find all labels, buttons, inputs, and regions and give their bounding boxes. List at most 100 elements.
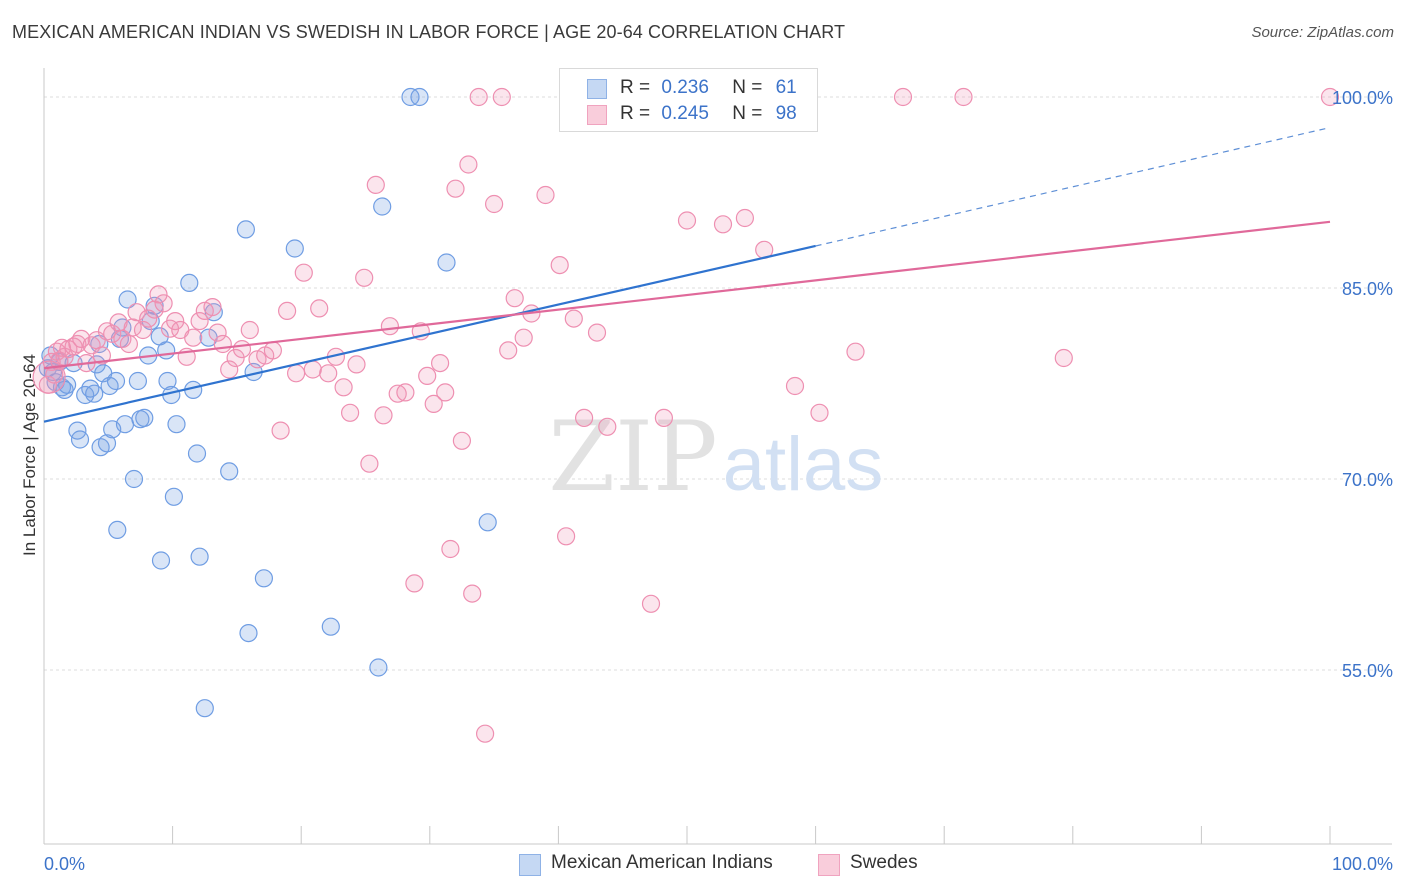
point-swedes-56 — [360, 454, 379, 473]
legend-swatch-pink — [818, 854, 840, 876]
point-mexican-american-indians-35 — [151, 551, 171, 570]
swatch-blue — [587, 79, 607, 99]
point-swedes-69 — [446, 179, 465, 198]
point-swedes-40 — [240, 320, 259, 340]
point-swedes-55 — [355, 268, 374, 287]
point-mexican-american-indians-53 — [285, 239, 304, 258]
r-label: R = — [620, 103, 651, 124]
point-swedes-97 — [893, 87, 913, 107]
point-swedes-98 — [954, 87, 973, 107]
point-swedes-77 — [499, 341, 518, 360]
point-swedes-92 — [735, 208, 755, 228]
point-swedes-52 — [334, 378, 353, 397]
point-mexican-american-indians-52 — [254, 569, 273, 588]
point-swedes-43 — [263, 341, 282, 360]
y-tick-label-2: 85.0% — [1342, 279, 1393, 299]
point-swedes-68 — [441, 539, 460, 559]
point-mexican-american-indians-59 — [437, 253, 456, 272]
point-swedes-81 — [536, 185, 555, 205]
point-swedes-58 — [374, 406, 393, 425]
point-mexican-american-indians-13 — [85, 384, 104, 403]
point-swedes-31 — [184, 328, 203, 347]
point-mexican-american-indians-26 — [118, 290, 137, 309]
point-swedes-47 — [294, 263, 313, 282]
point-swedes-16 — [103, 324, 122, 343]
point-mexican-american-indians-27 — [124, 469, 144, 489]
point-swedes-61 — [396, 383, 415, 402]
point-mexican-american-indians-60 — [478, 513, 497, 532]
point-swedes-60 — [388, 384, 407, 403]
point-mexican-american-indians-36 — [157, 341, 176, 360]
point-mexican-american-indians-45 — [195, 699, 214, 718]
point-swedes-32 — [190, 312, 209, 331]
point-swedes-83 — [556, 527, 576, 546]
point-mexican-american-indians-21 — [106, 371, 126, 391]
point-swedes-78 — [505, 289, 524, 308]
trend-line-mexican-american-indians — [43, 244, 816, 423]
point-mexican-american-indians-54 — [321, 617, 340, 636]
point-swedes-46 — [287, 364, 306, 383]
point-swedes-10 — [72, 329, 91, 348]
point-mexican-american-indians-48 — [220, 462, 239, 481]
x-tick-label-max: 100.0% — [1332, 854, 1393, 874]
point-swedes-39 — [232, 340, 252, 359]
legend-label: Mexican American Indians — [551, 852, 773, 873]
series-swedes-points — [32, 87, 1340, 743]
point-swedes-75 — [485, 194, 504, 214]
point-swedes-45 — [278, 301, 297, 320]
point-swedes-82 — [550, 256, 569, 275]
y-tick-label-1: 70.0% — [1342, 470, 1393, 490]
stats-legend: R = 0.236 N = 61 R = 0.245 N = 98 — [559, 68, 818, 132]
point-swedes-94 — [785, 376, 805, 396]
point-mexican-american-indians-10 — [70, 430, 90, 449]
watermark: ZIP atlas — [548, 401, 883, 513]
r-value: 0.245 — [661, 103, 709, 124]
point-swedes-73 — [469, 87, 488, 107]
point-swedes-44 — [271, 421, 290, 440]
point-swedes-59 — [380, 317, 399, 336]
point-swedes-26 — [154, 294, 173, 313]
point-swedes-74 — [476, 724, 495, 743]
y-tick-label-3: 100.0% — [1332, 88, 1393, 108]
point-swedes-14 — [92, 346, 112, 365]
series-mexican-american-indians-points — [38, 87, 497, 718]
gridlines — [44, 96, 1392, 671]
point-swedes-89 — [654, 408, 674, 427]
point-mexican-american-indians-18 — [97, 434, 117, 453]
y-tick-label-0: 55.0% — [1342, 661, 1393, 681]
point-swedes-24 — [145, 300, 164, 319]
point-mexican-american-indians-37 — [158, 371, 177, 391]
x-tick-labels: 0.0% 100.0% — [44, 854, 1393, 874]
point-mexican-american-indians-28 — [128, 371, 147, 391]
trend-line-mexican-american-indians-extension — [815, 126, 1331, 247]
n-label: N = — [732, 103, 763, 124]
watermark-zip: ZIP — [548, 401, 717, 513]
point-swedes-70 — [452, 431, 471, 450]
source-label: Source: ZipAtlas.com — [1251, 24, 1394, 41]
point-swedes-90 — [677, 211, 697, 230]
point-swedes-38 — [226, 348, 245, 368]
point-swedes-84 — [564, 309, 583, 328]
swatch-pink — [587, 105, 607, 125]
legend-swatch-blue — [519, 854, 541, 876]
point-mexican-american-indians-41 — [180, 273, 199, 292]
point-swedes-62 — [405, 574, 424, 593]
point-swedes-21 — [127, 303, 146, 322]
n-value: 61 — [775, 77, 797, 98]
y-tick-labels: 55.0% 70.0% 85.0% 100.0% — [1332, 88, 1393, 681]
point-mexican-american-indians-39 — [164, 487, 183, 506]
point-swedes-91 — [713, 215, 733, 234]
r-label: R = — [620, 77, 651, 98]
legend-label: Swedes — [850, 852, 918, 873]
point-swedes-87 — [598, 417, 617, 436]
point-swedes-48 — [303, 360, 322, 379]
point-mexican-american-indians-44 — [190, 547, 209, 566]
point-mexican-american-indians-50 — [239, 623, 258, 643]
point-mexican-american-indians-56 — [373, 197, 392, 216]
point-swedes-64 — [418, 366, 437, 385]
point-swedes-99 — [1054, 348, 1073, 368]
point-mexican-american-indians-40 — [167, 415, 186, 434]
trend-line-swedes — [43, 220, 1331, 370]
point-swedes-22 — [133, 320, 153, 340]
point-swedes-79 — [514, 328, 533, 347]
